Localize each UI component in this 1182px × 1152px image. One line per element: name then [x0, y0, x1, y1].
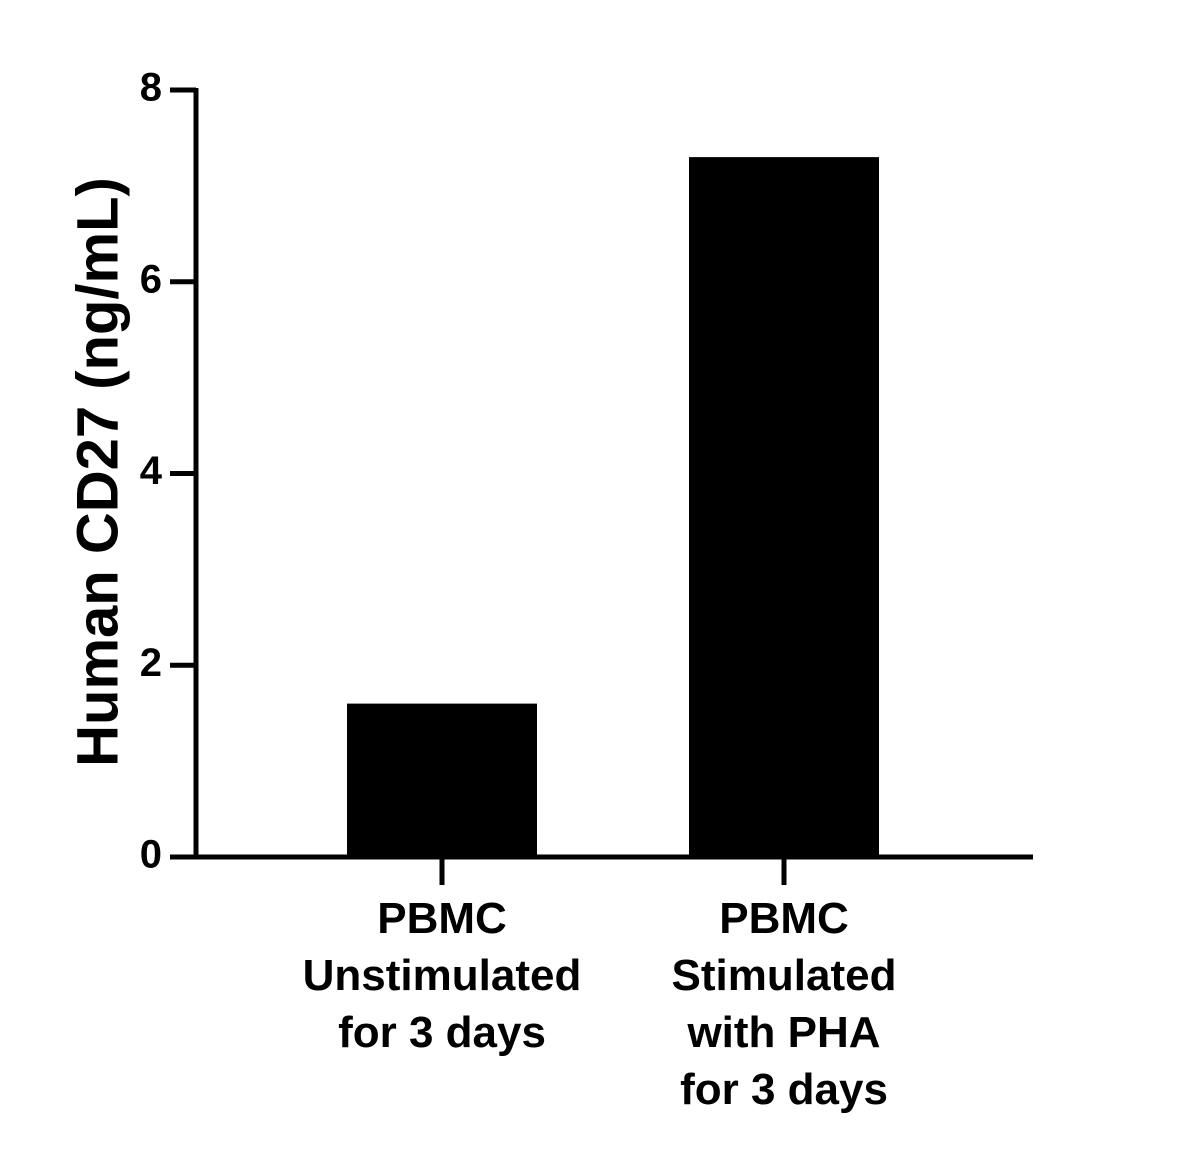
bar-2	[689, 157, 879, 858]
x-ticks-group: PBMC Unstimulated for 3 days PBMC Stimulated…	[303, 857, 897, 1114]
x-category-label-line: for 3 days	[338, 1008, 546, 1057]
y-tick-label: 8	[140, 66, 162, 110]
bar-1	[347, 703, 537, 857]
y-ticks-group: 0 2 4 6 8	[140, 66, 196, 877]
x-category-label-line: for 3 days	[680, 1065, 888, 1114]
y-tick-label: 6	[140, 257, 162, 301]
bars-group	[347, 157, 879, 858]
x-category-label-1: PBMC Unstimulated for 3 days	[303, 894, 582, 1057]
x-category-label-line: Stimulated	[672, 951, 897, 1000]
x-category-label-line: PBMC	[377, 894, 507, 943]
y-tick-label: 2	[140, 641, 162, 685]
y-tick-label: 0	[140, 833, 162, 877]
axes-group	[170, 88, 1033, 860]
y-axis-title: Human CD27 (ng/mL)	[65, 177, 130, 767]
x-category-label-line: PBMC	[719, 894, 849, 943]
x-category-label-line: Unstimulated	[303, 951, 582, 1000]
x-category-label-2: PBMC Stimulated with PHA for 3 days	[672, 894, 897, 1114]
y-tick-label: 4	[140, 449, 163, 493]
x-category-label-line: with PHA	[686, 1008, 880, 1057]
